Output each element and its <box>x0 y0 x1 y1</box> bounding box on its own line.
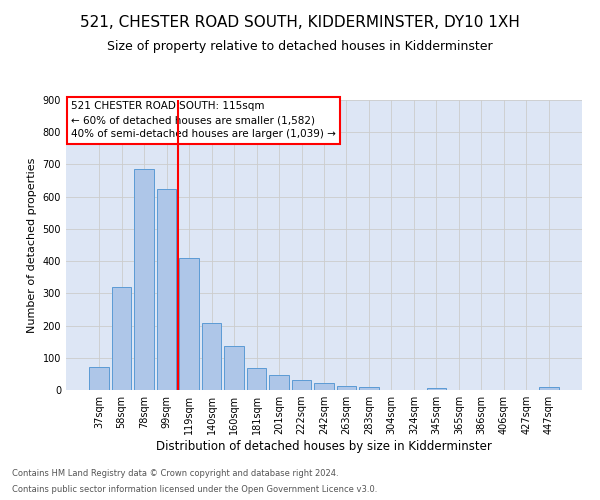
Bar <box>112 287 131 390</box>
Bar <box>134 170 154 390</box>
Text: Contains public sector information licensed under the Open Government Licence v3: Contains public sector information licen… <box>12 485 377 494</box>
Bar <box>314 383 334 390</box>
Text: Size of property relative to detached houses in Kidderminster: Size of property relative to detached ho… <box>107 40 493 53</box>
Y-axis label: Number of detached properties: Number of detached properties <box>27 158 37 332</box>
Text: Contains HM Land Registry data © Crown copyright and database right 2024.: Contains HM Land Registry data © Crown c… <box>12 468 338 477</box>
Bar <box>269 375 289 390</box>
Bar <box>247 368 266 390</box>
Bar <box>157 188 176 390</box>
Bar <box>89 368 109 390</box>
Bar <box>202 324 221 390</box>
Bar <box>427 388 446 390</box>
Bar <box>539 388 559 390</box>
Bar <box>179 258 199 390</box>
X-axis label: Distribution of detached houses by size in Kidderminster: Distribution of detached houses by size … <box>156 440 492 453</box>
Text: 521 CHESTER ROAD SOUTH: 115sqm
← 60% of detached houses are smaller (1,582)
40% : 521 CHESTER ROAD SOUTH: 115sqm ← 60% of … <box>71 102 336 140</box>
Bar <box>337 386 356 390</box>
Bar <box>292 380 311 390</box>
Bar <box>224 346 244 390</box>
Text: 521, CHESTER ROAD SOUTH, KIDDERMINSTER, DY10 1XH: 521, CHESTER ROAD SOUTH, KIDDERMINSTER, … <box>80 15 520 30</box>
Bar <box>359 387 379 390</box>
